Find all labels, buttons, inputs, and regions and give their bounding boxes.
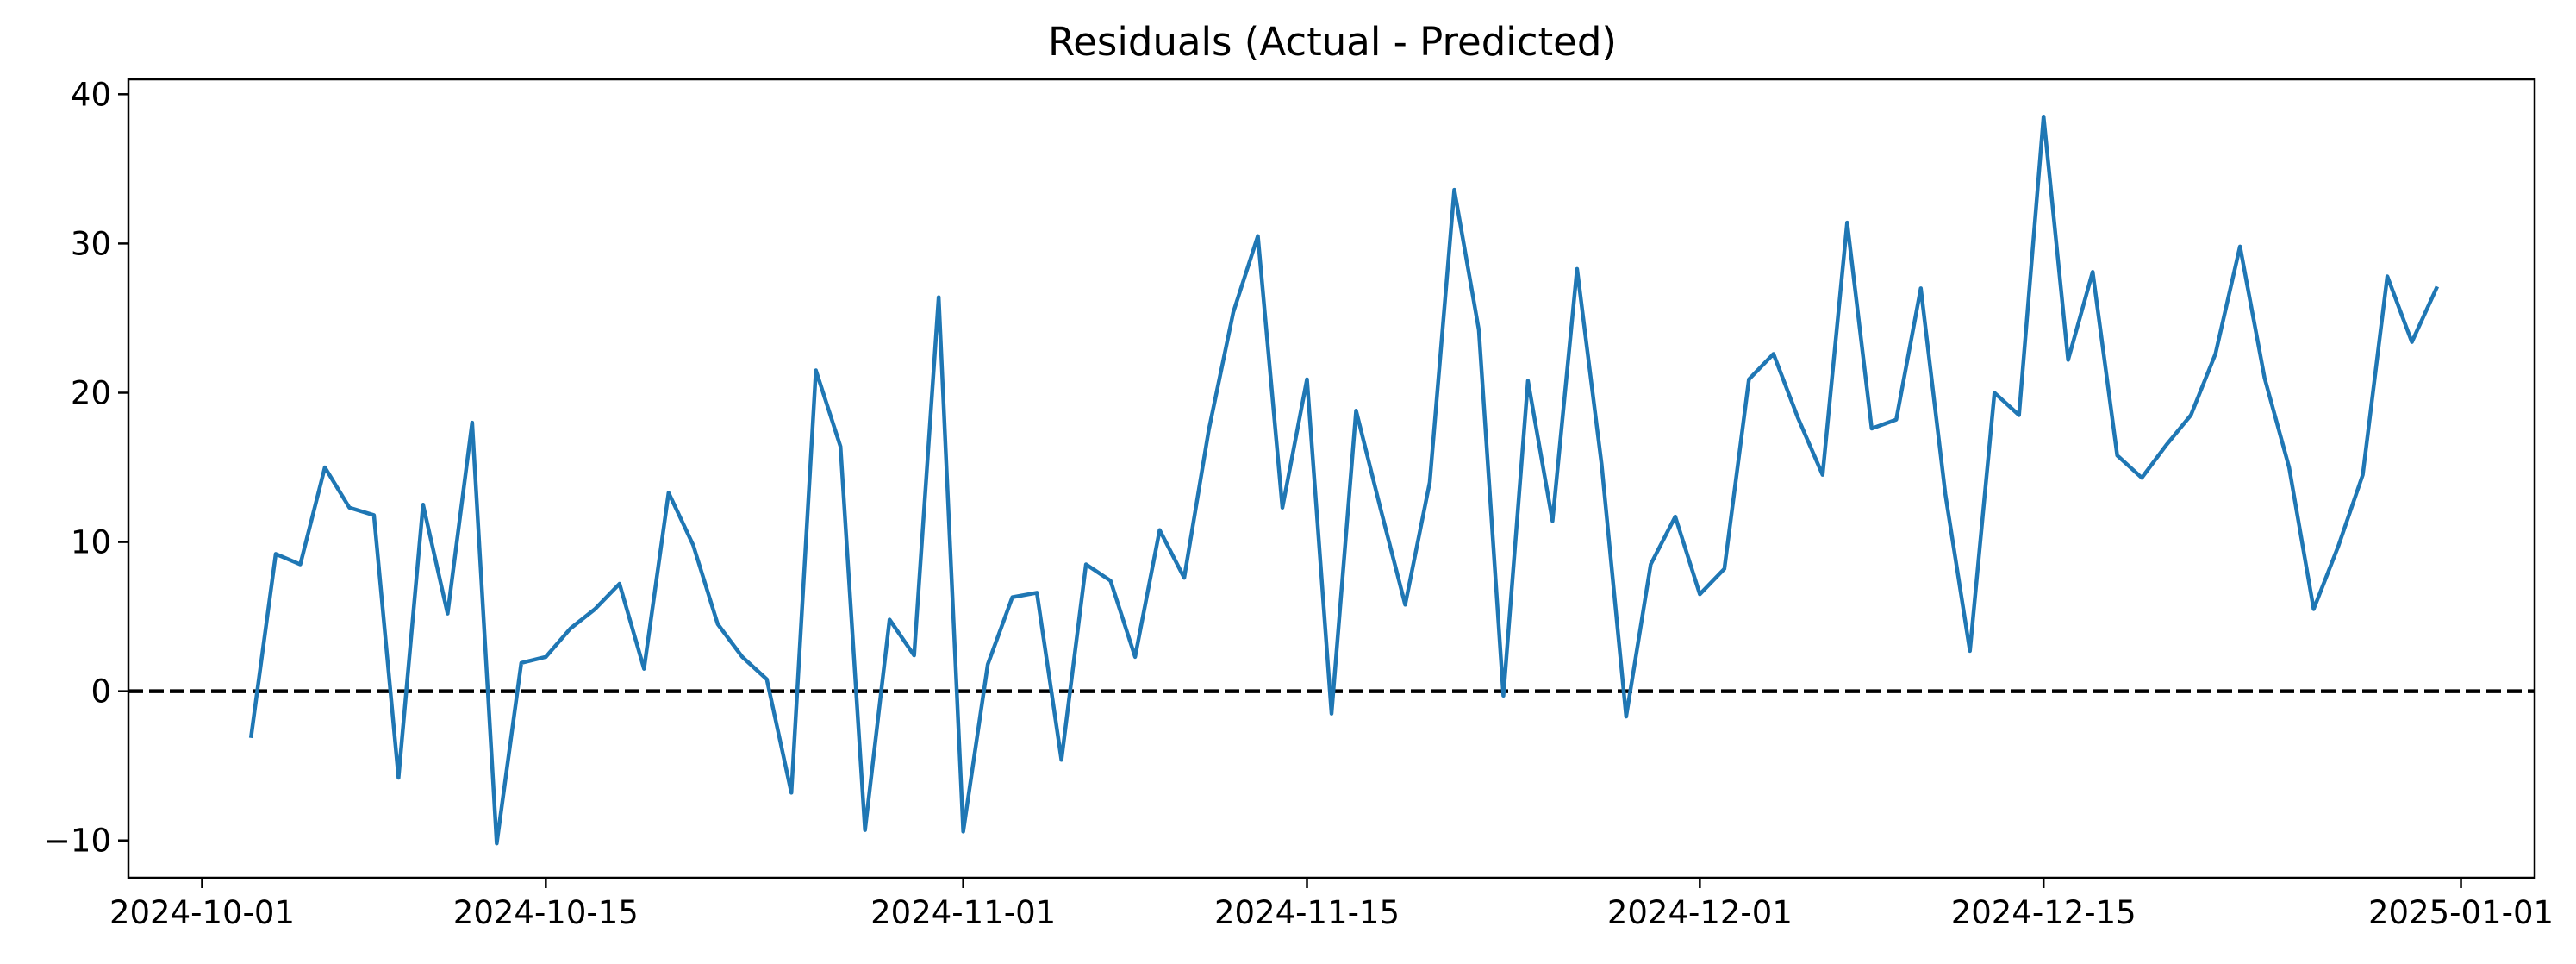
y-tick-label: 40 bbox=[71, 76, 111, 113]
x-tick-label: 2024-10-01 bbox=[109, 894, 295, 931]
y-axis: −10 0 10 20 30 40 bbox=[44, 76, 128, 860]
y-tick-label: 0 bbox=[90, 673, 111, 710]
x-tick-label: 2024-10-15 bbox=[453, 894, 639, 931]
x-tick-label: 2024-11-01 bbox=[870, 894, 1056, 931]
x-tick-label: 2024-11-15 bbox=[1214, 894, 1400, 931]
x-tick-label: 2025-01-01 bbox=[2368, 894, 2554, 931]
plot-frame bbox=[127, 78, 2536, 879]
y-tick-label: 20 bbox=[71, 374, 111, 411]
x-tick-label: 2024-12-01 bbox=[1607, 894, 1793, 931]
y-tick-label: 30 bbox=[71, 225, 111, 262]
y-tick-label: −10 bbox=[44, 823, 111, 860]
chart-title: Residuals (Actual - Predicted) bbox=[1048, 19, 1617, 65]
y-tick-label: 10 bbox=[71, 524, 111, 561]
series-group bbox=[248, 115, 2440, 846]
x-tick-label: 2024-12-15 bbox=[1951, 894, 2136, 931]
series-line-0 bbox=[248, 115, 2440, 846]
x-axis: 2024-10-01 2024-10-15 2024-11-01 2024-11-15… bbox=[109, 878, 2554, 931]
